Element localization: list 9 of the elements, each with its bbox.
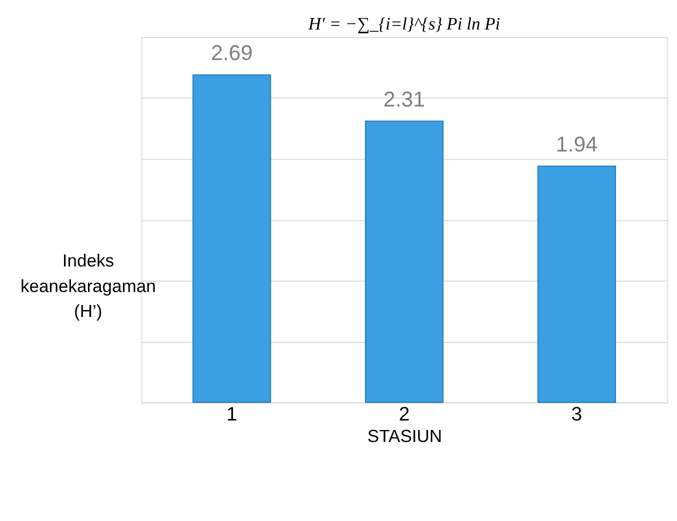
x-axis-title: STASIUN: [367, 426, 442, 446]
y-axis-title: Indeks keanekaragaman (H’): [20, 250, 156, 322]
x-tick-label: 2: [398, 403, 410, 426]
chart-title: H′ = −∑_{i=l}^{s} Pi ln Pi: [307, 13, 500, 34]
data-label: 2.31: [383, 87, 426, 112]
data-label: 1.94: [556, 132, 598, 157]
data-label: 2.69: [210, 41, 253, 66]
x-tick-label: 3: [571, 403, 582, 426]
x-tick-label: 1: [226, 403, 238, 426]
